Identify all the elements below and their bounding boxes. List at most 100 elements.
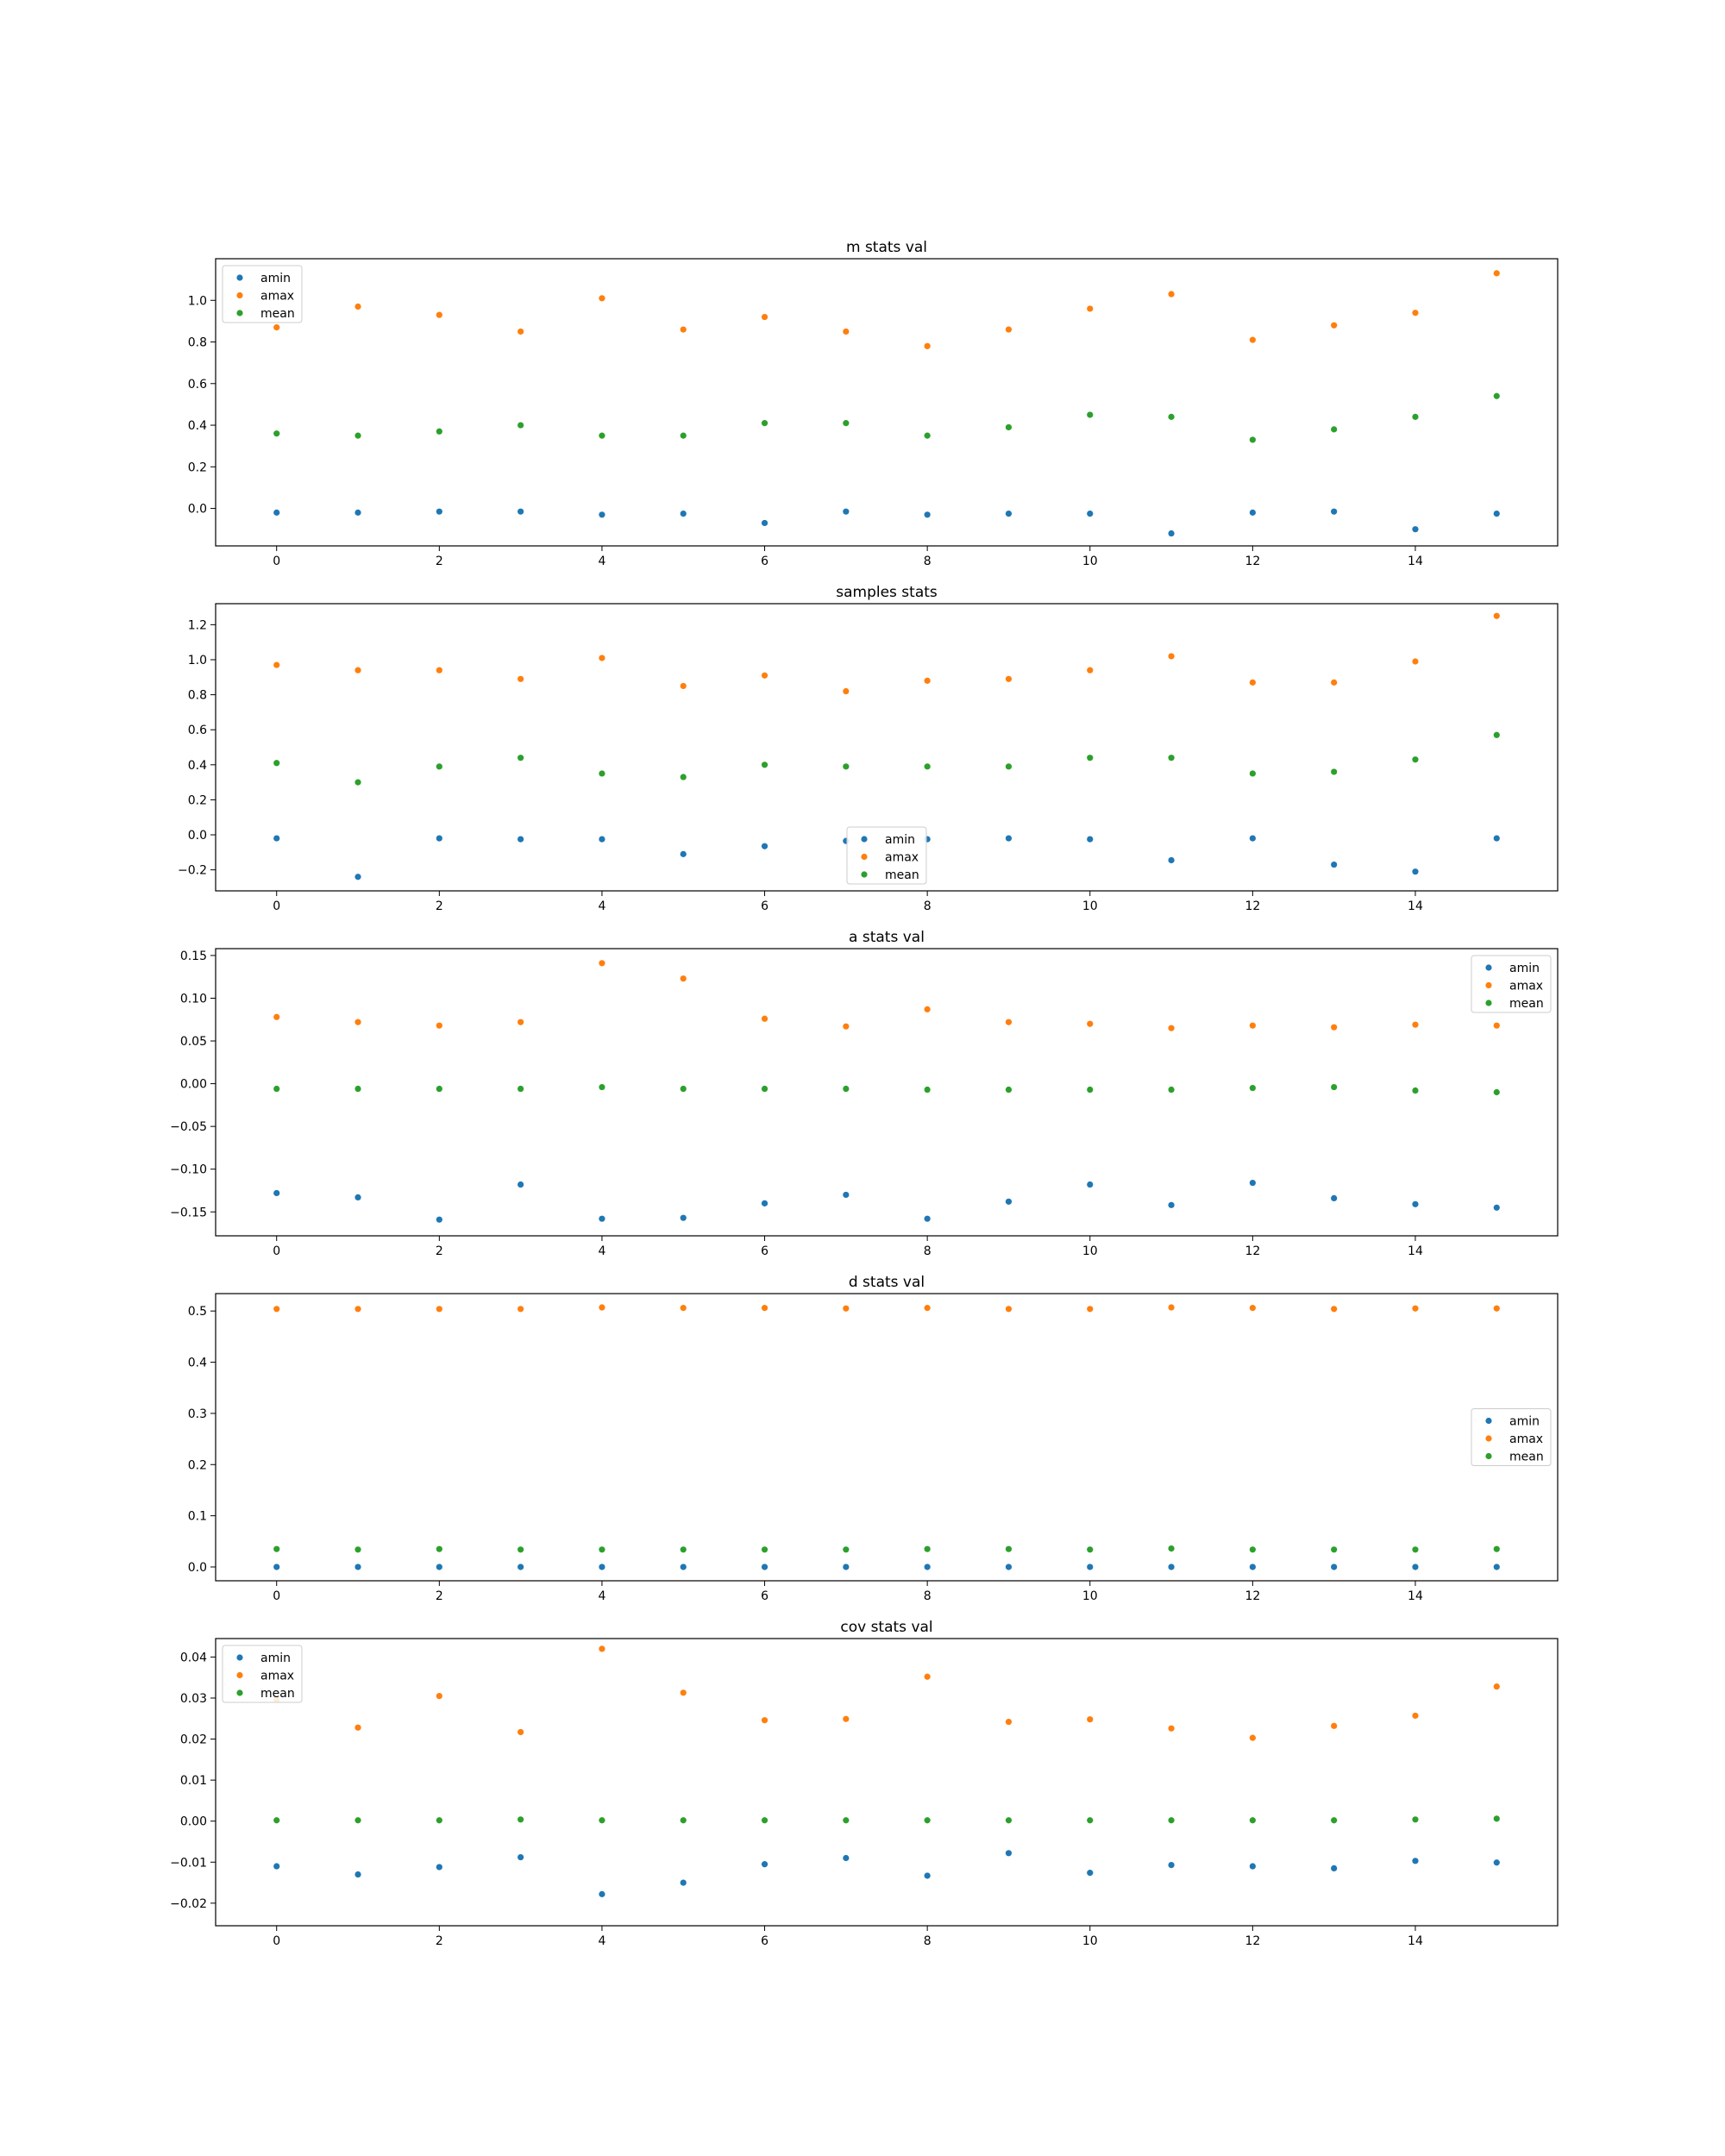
legend-label: mean — [260, 1687, 295, 1701]
y-tick-label: 0.0 — [188, 503, 207, 517]
data-point-amax — [1412, 1712, 1419, 1720]
x-tick-label: 12 — [1245, 1934, 1260, 1948]
data-point-amin — [1493, 1859, 1500, 1866]
data-point-amin — [761, 1564, 768, 1570]
data-point-amax — [1168, 653, 1175, 660]
data-point-amin — [436, 835, 442, 842]
data-point-mean — [924, 763, 931, 770]
legend: amin amax mean — [846, 826, 927, 885]
data-point-amax — [843, 1715, 850, 1722]
data-point-amin — [843, 508, 850, 515]
data-point-amax — [1005, 1718, 1013, 1726]
x-tick-label: 4 — [598, 899, 605, 913]
data-point-amax — [354, 1306, 361, 1313]
data-point-amax — [1005, 675, 1013, 682]
data-point-amin — [273, 835, 280, 842]
data-point-amax — [1493, 1683, 1500, 1690]
data-point-amin — [599, 1564, 605, 1570]
data-point-amin — [1087, 1870, 1094, 1877]
data-point-amin — [354, 1564, 361, 1570]
data-point-amax — [680, 1305, 687, 1312]
y-tick-label: 0.02 — [180, 1733, 207, 1747]
data-point-amin — [1087, 510, 1094, 517]
y-tick-label: 0.2 — [188, 1458, 207, 1472]
data-point-amin — [1249, 1863, 1256, 1870]
x-tick-label: 14 — [1408, 555, 1423, 568]
data-point-mean — [1249, 1817, 1256, 1824]
legend-marker-mean — [1485, 1000, 1492, 1006]
data-point-amin — [1249, 509, 1256, 516]
y-tick-label: −0.05 — [170, 1120, 207, 1134]
data-point-amin — [1168, 530, 1175, 537]
data-point-amax — [924, 1673, 931, 1680]
data-point-mean — [354, 779, 361, 786]
data-point-amax — [1168, 1025, 1175, 1031]
data-point-mean — [354, 1546, 361, 1553]
x-tick-label: 6 — [761, 555, 768, 568]
x-tick-label: 0 — [273, 555, 280, 568]
data-point-mean — [680, 432, 687, 439]
data-point-mean — [273, 1085, 280, 1093]
legend-box — [222, 1645, 303, 1703]
data-point-mean — [1493, 731, 1500, 738]
x-tick-label: 2 — [436, 1244, 443, 1258]
axes-frame — [215, 1293, 1559, 1582]
legend-marker-amax — [1485, 981, 1492, 989]
x-tick-label: 0 — [273, 1589, 280, 1603]
data-point-mean — [518, 422, 524, 429]
data-point-mean — [1087, 755, 1094, 761]
data-point-amin — [843, 1564, 850, 1570]
legend: amin amax mean — [222, 265, 303, 323]
x-tick-label: 2 — [436, 1589, 443, 1603]
data-point-mean — [761, 761, 768, 768]
data-point-amin — [273, 1564, 280, 1570]
data-point-mean — [1493, 1545, 1500, 1552]
data-point-amax — [436, 1022, 442, 1029]
data-point-amax — [1493, 612, 1500, 619]
data-point-amax — [518, 675, 524, 682]
x-tick-label: 6 — [761, 1934, 768, 1948]
data-point-amax — [1331, 1306, 1338, 1313]
data-point-mean — [761, 1085, 768, 1093]
data-point-amin — [1005, 835, 1013, 842]
legend-box — [1471, 1408, 1552, 1466]
data-point-amin — [924, 1215, 931, 1222]
data-point-amax — [843, 1023, 850, 1030]
legend-label: mean — [1509, 1451, 1544, 1464]
y-tick-label: 0.04 — [180, 1651, 207, 1664]
data-point-mean — [1331, 426, 1338, 433]
data-point-amax — [1005, 1306, 1013, 1313]
data-point-amax — [1331, 1722, 1338, 1729]
data-point-mean — [1168, 413, 1175, 420]
legend-marker-mean — [236, 310, 243, 317]
data-point-amin — [1005, 1850, 1013, 1857]
data-point-amax — [1412, 1021, 1419, 1028]
data-point-amin — [1168, 1201, 1175, 1208]
data-point-amin — [354, 874, 361, 881]
data-point-amin — [599, 1215, 605, 1222]
legend-label: amax — [1509, 1432, 1543, 1446]
x-tick-label: 0 — [273, 1244, 280, 1258]
x-tick-label: 0 — [273, 1934, 280, 1948]
x-tick-label: 8 — [924, 555, 932, 568]
data-point-mean — [599, 1083, 605, 1091]
data-point-amax — [436, 667, 442, 674]
x-tick-label: 10 — [1082, 555, 1098, 568]
legend-box — [222, 265, 303, 323]
data-point-amin — [1249, 835, 1256, 842]
data-point-amax — [1412, 310, 1419, 317]
data-point-amax — [1493, 1305, 1500, 1312]
data-point-amax — [599, 655, 605, 661]
chart-panel: samples stats 0 2 4 6 8 10 12 14 −0.2 0.0 0.2 0.4 0.6… — [178, 584, 1559, 913]
data-point-mean — [599, 770, 605, 777]
legend-box — [1471, 955, 1552, 1013]
data-point-mean — [1005, 1086, 1013, 1094]
data-point-amax — [761, 1717, 768, 1724]
data-point-amax — [924, 677, 931, 684]
data-point-amax — [273, 324, 280, 331]
data-point-amin — [518, 836, 524, 843]
data-point-amax — [680, 326, 687, 333]
data-point-mean — [1331, 1083, 1338, 1091]
data-point-amin — [1412, 868, 1419, 875]
legend-label: amax — [260, 1670, 294, 1683]
